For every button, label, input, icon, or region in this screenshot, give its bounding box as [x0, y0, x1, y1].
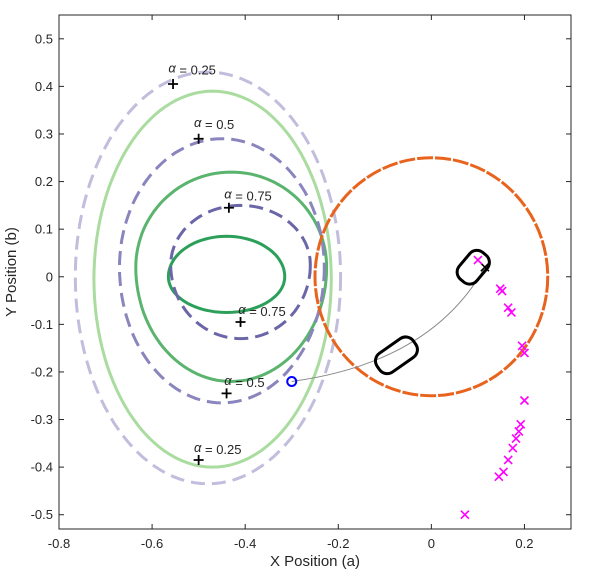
- magenta-point: [460, 510, 470, 520]
- x-tick-label: -0.8: [48, 536, 70, 551]
- x-tick-label: 0: [428, 536, 435, 551]
- magenta-point: [503, 303, 513, 313]
- magenta-point: [511, 434, 521, 444]
- magenta-point: [514, 426, 524, 437]
- alpha-symbol: α: [194, 115, 202, 130]
- y-tick-label: 0.4: [35, 79, 53, 94]
- alpha-symbol: α: [224, 187, 232, 202]
- alpha-value: = 0.5: [232, 375, 265, 390]
- alpha-symbol: α: [194, 440, 202, 455]
- vehicle-shape-1: [373, 335, 419, 376]
- axes-box: [58, 14, 572, 530]
- y-tick-label: 0.2: [35, 174, 53, 189]
- ticks-layer: -0.8 -0.6 -0.4 -0.2 0 0.2 -0.5 -0.4 -0.3 -0.2 -0.1…: [31, 15, 571, 551]
- alpha-marker: [235, 316, 246, 327]
- alpha-marker: [223, 202, 234, 213]
- region-circle: [313, 156, 550, 398]
- y-tick-label: 0.1: [35, 222, 53, 237]
- magenta-point: [517, 341, 527, 351]
- circle-layer: [313, 156, 550, 398]
- magenta-point: [508, 443, 518, 453]
- y-axis-label: Y Position (b): [3, 227, 20, 317]
- trajectory-path: [291, 266, 486, 382]
- y-tick-label: -0.3: [31, 412, 53, 427]
- contour-purple-0_5: [117, 137, 326, 405]
- alpha-symbol: α: [224, 373, 232, 388]
- y-tick-label: 0: [46, 269, 53, 284]
- magenta-point: [506, 307, 516, 318]
- alpha-label: α = 0.25: [194, 440, 242, 457]
- alpha-label: α = 0.25: [168, 60, 216, 77]
- alpha-value: = 0.25: [176, 62, 216, 77]
- alpha-value: = 0.25: [201, 442, 241, 457]
- trajectory-start-marker: [286, 375, 298, 387]
- x-tick-label: -0.6: [141, 536, 163, 551]
- magenta-point: [516, 419, 526, 429]
- x-axis-label: X Position (a): [270, 553, 360, 570]
- alpha-marker: [193, 454, 204, 465]
- alpha-label: α = 0.5: [224, 373, 264, 390]
- magenta-point: [519, 395, 530, 406]
- alpha-marker: [168, 79, 179, 90]
- y-tick-label: 0.3: [35, 126, 53, 141]
- alpha-marker: [221, 388, 232, 399]
- y-tick-label: -0.5: [31, 507, 53, 522]
- contour-layer: [73, 70, 343, 486]
- y-tick-label: -0.4: [31, 460, 53, 475]
- x-tick-label: -0.2: [327, 536, 349, 551]
- y-tick-label: -0.2: [31, 364, 53, 379]
- vehicle-shape-2: [455, 248, 491, 286]
- x-tick-label: -0.4: [234, 536, 256, 551]
- alpha-symbol: α: [168, 60, 176, 75]
- alpha-label: α = 0.5: [194, 115, 234, 132]
- magenta-point: [473, 255, 483, 265]
- alpha-labels-layer: α = 0.25α = 0.5α = 0.75α = 0.75α = 0.5α …: [168, 60, 286, 465]
- contour-purple-0_25: [73, 70, 343, 486]
- magenta-point: [494, 472, 504, 482]
- alpha-value: = 0.5: [201, 117, 234, 132]
- alpha-value: = 0.75: [232, 189, 272, 204]
- y-tick-label: -0.1: [31, 317, 53, 332]
- magenta-point: [519, 348, 530, 358]
- magenta-point: [497, 286, 507, 296]
- contour-purple-0_75: [169, 203, 312, 341]
- y-tick-label: 0.5: [35, 31, 53, 46]
- vehicle-layer: [373, 248, 491, 376]
- contour-green-0_75: [166, 234, 287, 315]
- x-tick-label: 0.2: [515, 536, 533, 551]
- magenta-point: [503, 455, 513, 465]
- magenta-points-layer: [460, 255, 530, 520]
- trajectory-layer: [286, 262, 490, 387]
- alpha-value: = 0.75: [246, 304, 286, 319]
- alpha-label: α = 0.75: [224, 187, 272, 204]
- contour-green-0_25: [92, 89, 333, 469]
- contour-green-0_5: [134, 170, 329, 384]
- alpha-label: α = 0.75: [238, 302, 286, 319]
- alpha-symbol: α: [238, 302, 246, 317]
- alpha-marker: [193, 133, 204, 144]
